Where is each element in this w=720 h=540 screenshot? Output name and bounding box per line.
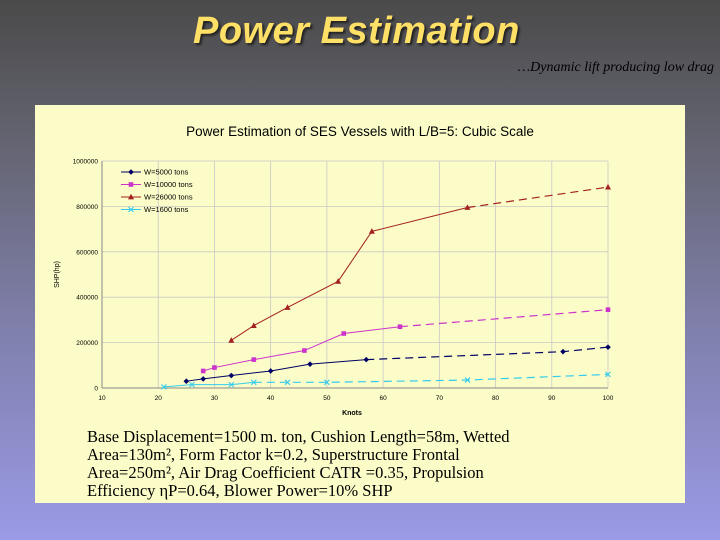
data-point-series-1: [363, 356, 370, 363]
x-axis-label: Knots: [342, 410, 362, 417]
legend-marker-3: [128, 193, 134, 200]
legend-marker-2: [128, 182, 134, 187]
data-point-series-4: [228, 381, 235, 388]
x-tick-label: 100: [603, 395, 614, 402]
y-tick-label: 400000: [76, 295, 98, 302]
x-tick-label: 90: [548, 395, 556, 402]
x-tick-label: 70: [436, 395, 444, 402]
series-trend-4: [253, 373, 609, 383]
data-point-series-4: [464, 377, 471, 383]
power-chart: Power Estimation of SES Vessels with L/B…: [54, 124, 614, 417]
y-tick-label: 200000: [76, 340, 98, 347]
x-tick-label: 10: [98, 395, 106, 402]
data-point-series-2: [341, 331, 347, 336]
data-point-series-4: [160, 383, 167, 390]
data-point-series-2: [605, 307, 611, 312]
data-point-series-1: [183, 378, 190, 384]
data-point-series-1: [228, 372, 235, 379]
data-point-series-1: [200, 376, 206, 382]
slide-title: Power Estimation: [193, 10, 520, 52]
data-point-series-2: [397, 324, 403, 330]
x-tick-label: 80: [492, 395, 500, 402]
chart-panel: Power Estimation of SES Vessels with L/B…: [35, 105, 685, 503]
legend-label-4: W=1600 tons: [144, 205, 189, 214]
y-tick-label: 1000000: [73, 159, 99, 166]
data-point-series-1: [605, 344, 611, 350]
y-tick-label: 800000: [76, 204, 98, 211]
x-tick-label: 50: [323, 395, 331, 402]
data-point-series-1: [307, 361, 313, 367]
data-point-series-3: [228, 337, 235, 343]
chart-title: Power Estimation of SES Vessels with L/B…: [186, 124, 534, 139]
data-point-series-4: [250, 379, 257, 386]
legend-marker-1: [128, 169, 134, 175]
x-tick-label: 30: [211, 395, 219, 402]
data-point-series-2: [212, 365, 217, 370]
data-point-series-4: [189, 381, 195, 388]
data-point-series-4: [324, 379, 330, 386]
y-axis-label: SHP(hp): [54, 261, 61, 288]
series-line-4: [163, 381, 254, 388]
series-line-2: [203, 326, 401, 372]
data-point-series-2: [251, 357, 257, 362]
legend-marker-4: [128, 206, 134, 213]
data-point-series-3: [335, 278, 342, 284]
data-point-series-1: [560, 348, 566, 355]
series-trend-1: [366, 346, 609, 361]
data-point-series-3: [368, 228, 375, 234]
data-point-series-3: [605, 183, 611, 190]
data-point-series-4: [605, 371, 611, 378]
legend-label-2: W=10000 tons: [144, 180, 193, 189]
series-trend-3: [467, 186, 609, 209]
series-line-1: [186, 359, 367, 382]
data-point-series-3: [284, 304, 291, 310]
x-tick-label: 60: [379, 395, 387, 402]
data-point-series-4: [284, 379, 291, 386]
data-point-series-2: [302, 348, 307, 353]
data-point-series-3: [464, 204, 471, 210]
series-trend-2: [399, 309, 609, 328]
y-tick-label: 0: [94, 386, 98, 393]
data-point-series-2: [200, 368, 206, 374]
x-tick-label: 40: [267, 395, 275, 402]
data-point-series-1: [267, 368, 274, 374]
x-tick-label: 20: [155, 395, 163, 402]
y-tick-label: 600000: [76, 249, 98, 256]
legend-label-1: W=5000 tons: [144, 168, 189, 177]
data-point-series-3: [250, 322, 257, 328]
slide-subtitle: …Dynamic lift producing low drag: [517, 60, 714, 75]
chart-caption: Base Displacement=1500 m. ton, Cushion L…: [87, 427, 510, 500]
legend-label-3: W=26000 tons: [144, 193, 193, 202]
series-line-3: [231, 207, 468, 341]
